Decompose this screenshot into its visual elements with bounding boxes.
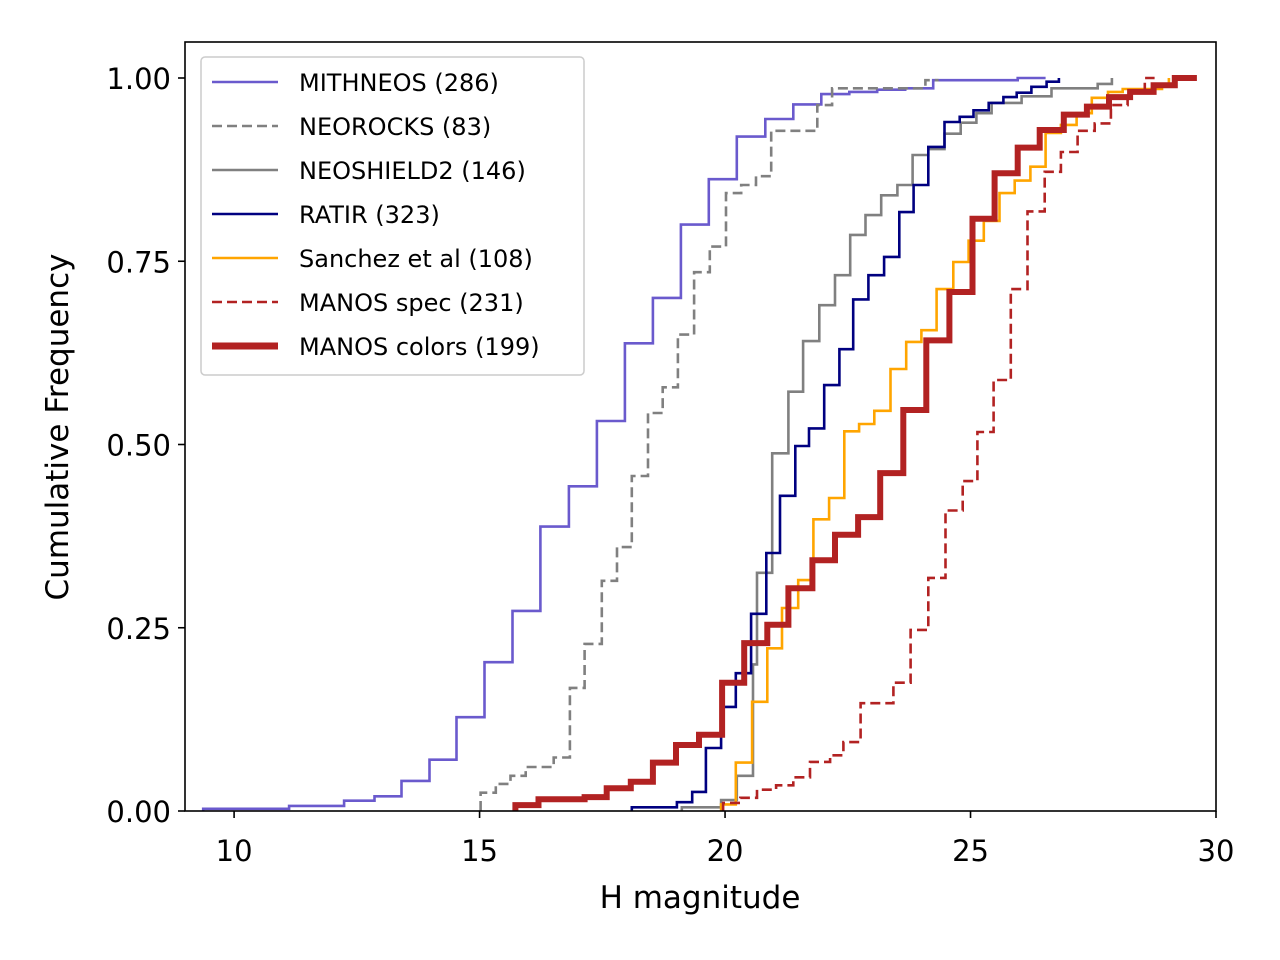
- x-tick-label: 10: [216, 834, 253, 868]
- plot-frame: [184, 41, 1217, 812]
- legend-label: NEOROCKS (83): [299, 113, 491, 141]
- legend-label: RATIR (323): [299, 201, 440, 229]
- legend-box: [200, 56, 585, 376]
- series-layer: [201, 75, 1197, 811]
- y-tick-label: 0.00: [106, 795, 171, 829]
- legend: MITHNEOS (286) NEOROCKS (83) NEOSHIELD2 (1…: [200, 56, 585, 376]
- x-axis: 10 15 20 25 30: [216, 811, 1235, 868]
- y-tick-label: 0.25: [106, 612, 171, 646]
- legend-label: MANOS spec (231): [299, 289, 524, 317]
- x-tick-label: 30: [1198, 834, 1235, 868]
- legend-label: MITHNEOS (286): [299, 69, 499, 97]
- y-axis-label: Cumulative Frequency: [40, 254, 76, 601]
- series-line-mithneos-286: [201, 76, 1046, 811]
- y-tick-label: 1.00: [106, 62, 171, 96]
- y-tick-label: 0.50: [106, 429, 171, 463]
- series-line-manos-colors-199: [512, 75, 1197, 811]
- series-line-neorocks-83: [479, 78, 939, 811]
- legend-label: NEOSHIELD2 (146): [299, 157, 526, 185]
- x-tick-label: 20: [707, 834, 744, 868]
- y-axis: 0.00 0.25 0.50 0.75 1.00: [106, 62, 185, 829]
- x-tick-label: 15: [461, 834, 498, 868]
- x-axis-label: H magnitude: [600, 880, 801, 916]
- legend-label: Sanchez et al (108): [299, 245, 533, 273]
- y-tick-label: 0.75: [106, 245, 171, 279]
- series-line-manos-spec-231: [721, 76, 1155, 811]
- x-tick-label: 25: [952, 834, 989, 868]
- legend-label: MANOS colors (199): [299, 333, 540, 361]
